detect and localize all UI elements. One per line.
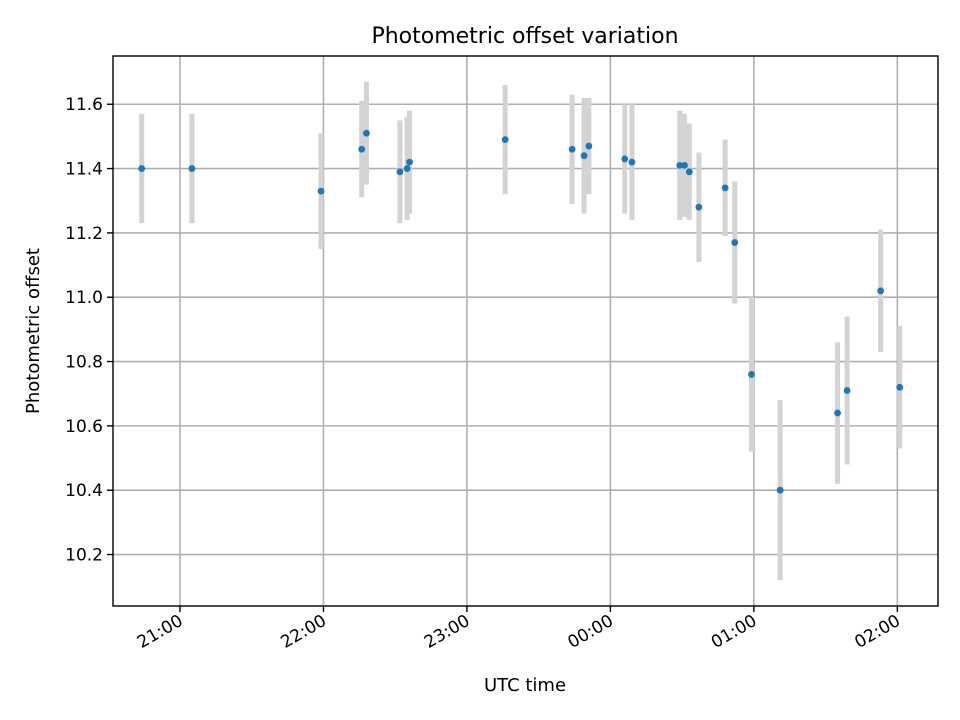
data-point <box>406 158 413 166</box>
data-point <box>685 168 693 176</box>
y-tick-label: 11.2 <box>65 224 103 244</box>
error-bars <box>139 81 903 581</box>
data-point <box>585 142 593 150</box>
data-point <box>317 187 325 195</box>
y-tick-label: 11.0 <box>65 288 103 308</box>
data-point <box>843 387 851 394</box>
x-axis-label: UTC time <box>484 675 566 696</box>
data-point <box>403 165 411 172</box>
x-tick-label: 02:00 <box>851 611 903 653</box>
data-point <box>877 287 885 295</box>
x-tick-label: 22:00 <box>277 611 329 653</box>
data-point <box>681 161 688 169</box>
data-point <box>776 486 784 494</box>
data-point <box>188 165 196 172</box>
data-point <box>138 165 146 172</box>
y-tick-label: 11.4 <box>65 160 103 180</box>
y-tick-label: 10.6 <box>65 417 103 437</box>
data-point <box>501 136 509 144</box>
x-tick-label: 23:00 <box>421 611 473 653</box>
y-tick-label: 11.6 <box>65 95 103 115</box>
y-axis-ticks: 10.2 10.4 10.6 10.8 11.0 11.2 11.4 11.6 <box>65 95 113 566</box>
data-point <box>363 129 370 137</box>
data-point <box>834 409 841 417</box>
data-point <box>621 155 629 163</box>
data-point <box>628 158 636 166</box>
y-tick-label: 10.8 <box>65 353 103 373</box>
data-point <box>676 161 684 169</box>
y-axis-label: Photometric offset <box>23 248 44 414</box>
data-point <box>580 152 588 160</box>
data-point <box>748 371 755 378</box>
chart-title: Photometric offset variation <box>371 24 678 49</box>
x-tick-label: 21:00 <box>134 611 186 653</box>
data-point <box>568 145 576 153</box>
y-tick-label: 10.4 <box>65 481 103 501</box>
data-point <box>695 203 703 211</box>
x-axis-ticks: 21:00 22:00 23:00 00:00 01:00 02:00 <box>134 606 904 653</box>
data-point <box>721 184 729 192</box>
data-point <box>396 168 404 176</box>
plot-frame <box>112 55 939 607</box>
data-point <box>896 383 904 391</box>
data-points <box>138 129 904 494</box>
y-tick-label: 10.2 <box>65 546 103 566</box>
data-point <box>731 239 739 246</box>
x-tick-label: 00:00 <box>564 611 616 653</box>
x-tick-label: 01:00 <box>708 611 760 653</box>
data-point <box>358 145 366 153</box>
grid-lines <box>113 56 938 606</box>
